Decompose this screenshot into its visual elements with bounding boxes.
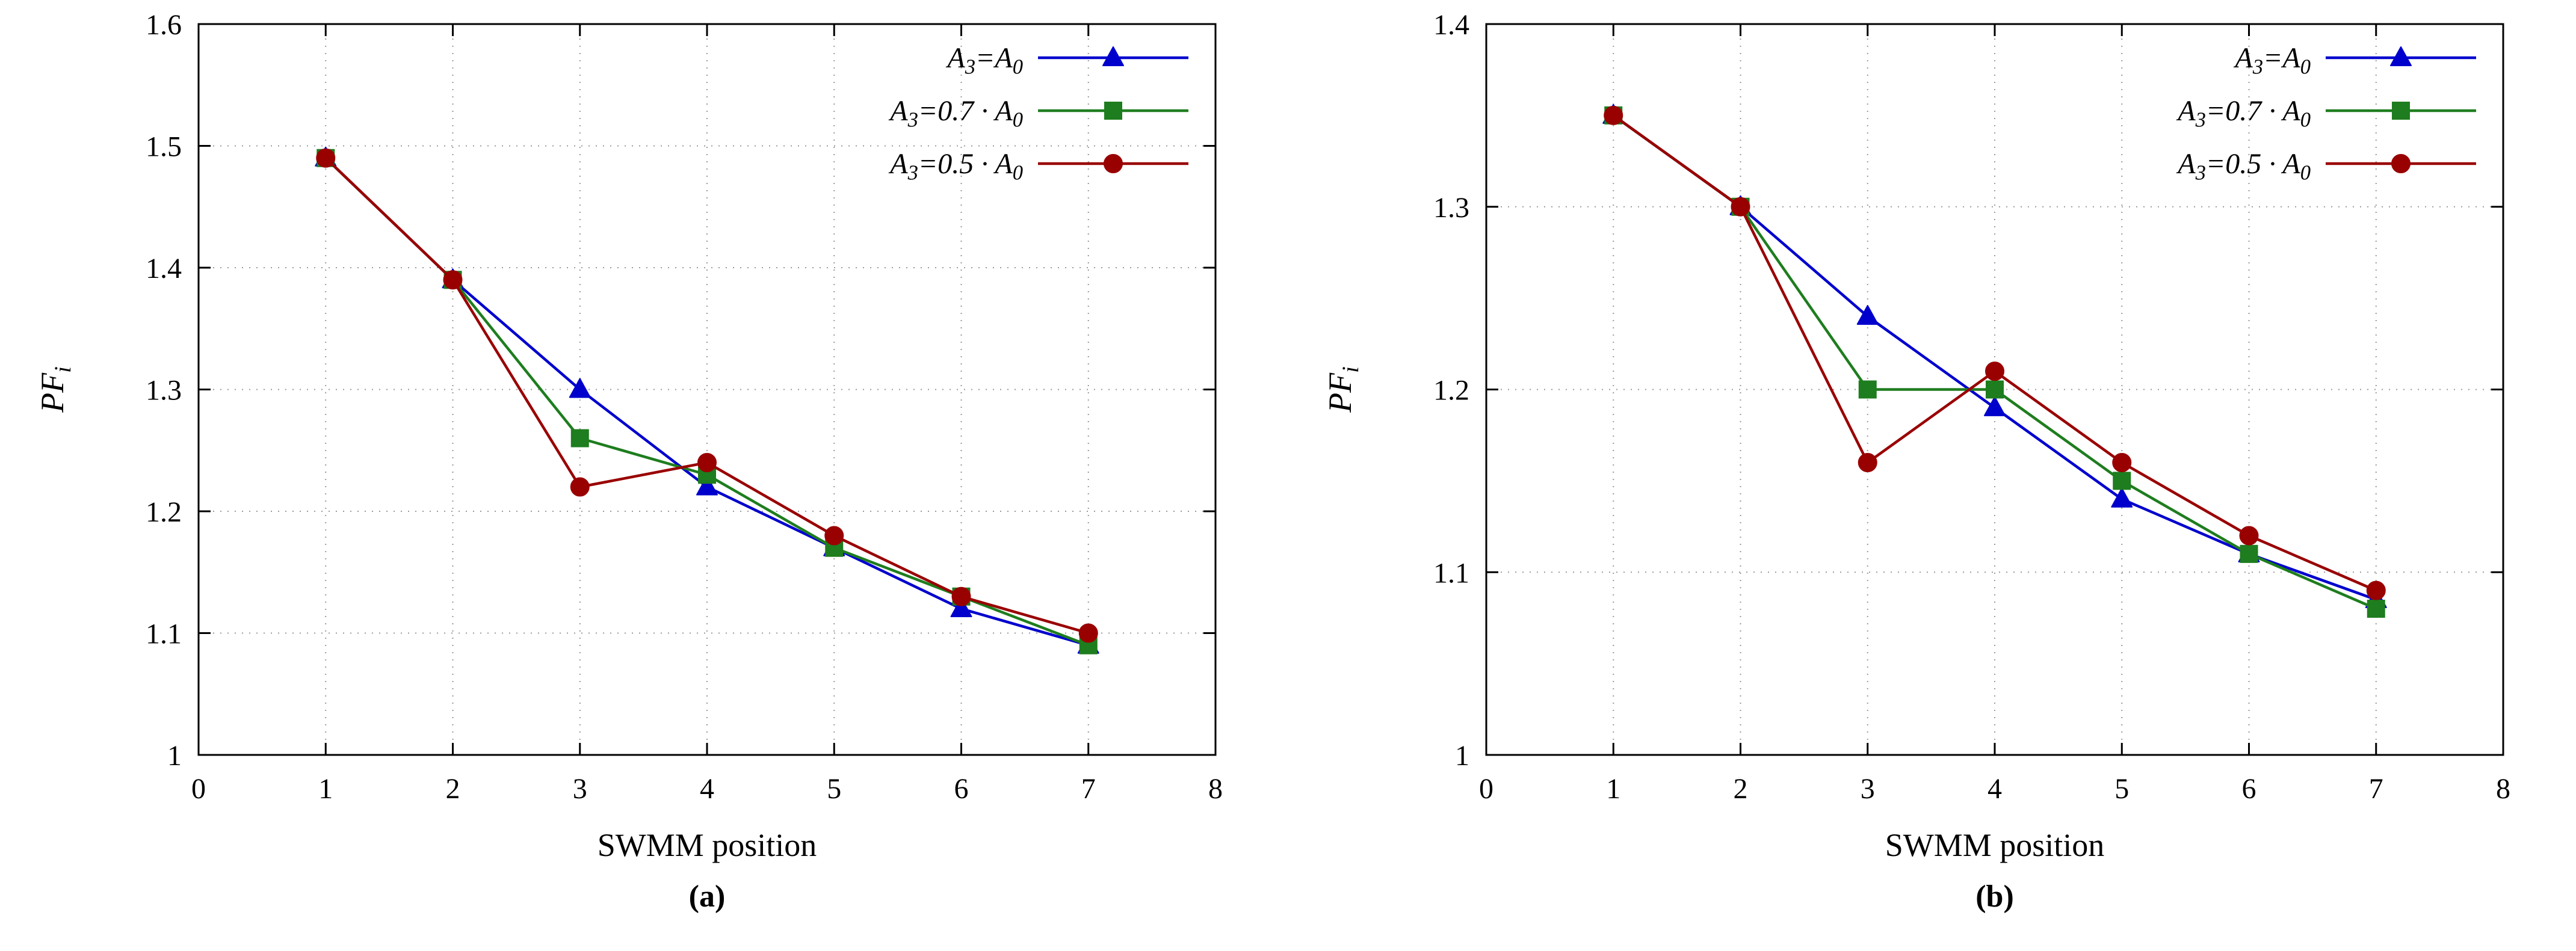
x-tick-label: 0: [191, 773, 206, 805]
x-tick-label: 7: [1081, 773, 1096, 805]
y-tick-label: 1.1: [1433, 557, 1469, 589]
circle-marker: [570, 477, 590, 497]
circle-marker: [697, 453, 717, 472]
circle-marker: [1858, 453, 1877, 472]
y-tick-label: 1.3: [146, 375, 182, 407]
square-marker: [2367, 600, 2385, 618]
y-tick-label: 1: [1455, 740, 1469, 772]
square-marker: [1104, 102, 1122, 120]
circle-marker: [951, 586, 971, 606]
plot-border: [197, 23, 1217, 756]
x-tick-label: 5: [827, 773, 841, 805]
plot-border: [1485, 23, 2504, 756]
circle-marker: [1985, 362, 2004, 381]
circle-marker: [1104, 154, 1123, 173]
y-tick-label: 1.3: [1433, 192, 1469, 224]
circle-marker: [2366, 580, 2386, 600]
legend-entry-label: A3=0.5 · A0: [2176, 148, 2311, 185]
square-marker: [1986, 380, 2004, 399]
triangle-marker: [696, 475, 718, 496]
y-tick-label: 1.2: [146, 496, 182, 528]
legend: A3=A0 A3=0.7 · A0 A3=0.5 · A0: [888, 42, 1188, 185]
tick-labels: 0 1 2 3 4 5 6 7 811.11.21.31.4: [1433, 9, 2510, 805]
triangle-marker: [569, 378, 591, 398]
y-axis-label: PFi: [34, 366, 76, 413]
tick-labels: 0 1 2 3 4 5 6 7 811.11.21.31.41.51.6: [146, 9, 1223, 805]
y-tick-label: 1.6: [146, 9, 182, 41]
x-tick-label: 3: [573, 773, 587, 805]
triangle-marker: [1856, 305, 1879, 325]
legend-entry-label: A3=0.7 · A0: [888, 95, 1023, 132]
circle-marker: [1731, 197, 1750, 217]
circle-marker: [2239, 526, 2259, 546]
x-tick-label: 7: [2369, 773, 2383, 805]
x-axis-label: SWMM position: [1885, 827, 2105, 863]
x-tick-label: 3: [1861, 773, 1875, 805]
x-tick-label: 8: [2496, 773, 2510, 805]
x-axis-label: SWMM position: [598, 827, 817, 863]
y-tick-label: 1.2: [1433, 375, 1469, 407]
figure-panel-a: 0 1 2 3 4 5 6 7 8 1 1.1 1.2 1.3 1.4 1.5 1.6 SWMM positio…: [34, 9, 1223, 914]
circle-marker: [824, 526, 844, 546]
x-tick-label: 0: [1479, 773, 1493, 805]
x-tick-label: 1: [1606, 773, 1620, 805]
square-marker: [2240, 544, 2258, 563]
x-tick-label: 5: [2114, 773, 2129, 805]
legend-entry-label: A3=A0: [945, 42, 1023, 79]
circle-marker: [1078, 623, 1098, 643]
y-tick-label: 1: [167, 740, 182, 772]
triangle-marker: [2111, 487, 2133, 508]
y-tick-label: 1.4: [1433, 9, 1469, 41]
subfigure-caption: (a): [689, 879, 726, 914]
subfigure-caption: (b): [1975, 879, 2014, 914]
x-tick-label: 1: [318, 773, 333, 805]
circle-marker: [2391, 154, 2411, 173]
square-marker: [570, 429, 589, 448]
x-tick-label: 6: [954, 773, 969, 805]
y-tick-label: 1.5: [146, 131, 182, 163]
legend-entry-label: A3=0.7 · A0: [2176, 95, 2311, 132]
square-marker: [2392, 102, 2410, 120]
circle-marker: [316, 148, 336, 168]
y-tick-label: 1.4: [146, 253, 182, 285]
triangle-marker: [1984, 396, 2006, 416]
x-tick-label: 6: [2242, 773, 2256, 805]
square-marker: [2113, 472, 2131, 490]
triangle-marker: [1102, 46, 1124, 66]
circle-marker: [443, 270, 463, 290]
legend-entry-label: A3=0.5 · A0: [888, 148, 1023, 185]
x-tick-label: 4: [700, 773, 714, 805]
y-axis-label: PFi: [1322, 366, 1364, 413]
legend: A3=A0 A3=0.7 · A0 A3=0.5 · A0: [2176, 42, 2476, 185]
triangle-marker: [950, 597, 972, 617]
legend-entry-label: A3=A0: [2233, 42, 2311, 79]
figure-panel-b: 0 1 2 3 4 5 6 7 8 1 1.1 1.2 1.3 1.4 SWMM position PFi (b…: [1288, 0, 2575, 951]
chart-background: [1288, 0, 2575, 951]
circle-marker: [2112, 453, 2132, 472]
square-marker: [1858, 380, 1877, 399]
y-tick-label: 1.1: [146, 618, 182, 650]
x-tick-label: 4: [1988, 773, 2002, 805]
x-tick-label: 2: [1734, 773, 1748, 805]
x-tick-label: 2: [446, 773, 460, 805]
x-tick-label: 8: [1208, 773, 1223, 805]
circle-marker: [1604, 105, 1623, 125]
triangle-marker: [2390, 46, 2412, 66]
